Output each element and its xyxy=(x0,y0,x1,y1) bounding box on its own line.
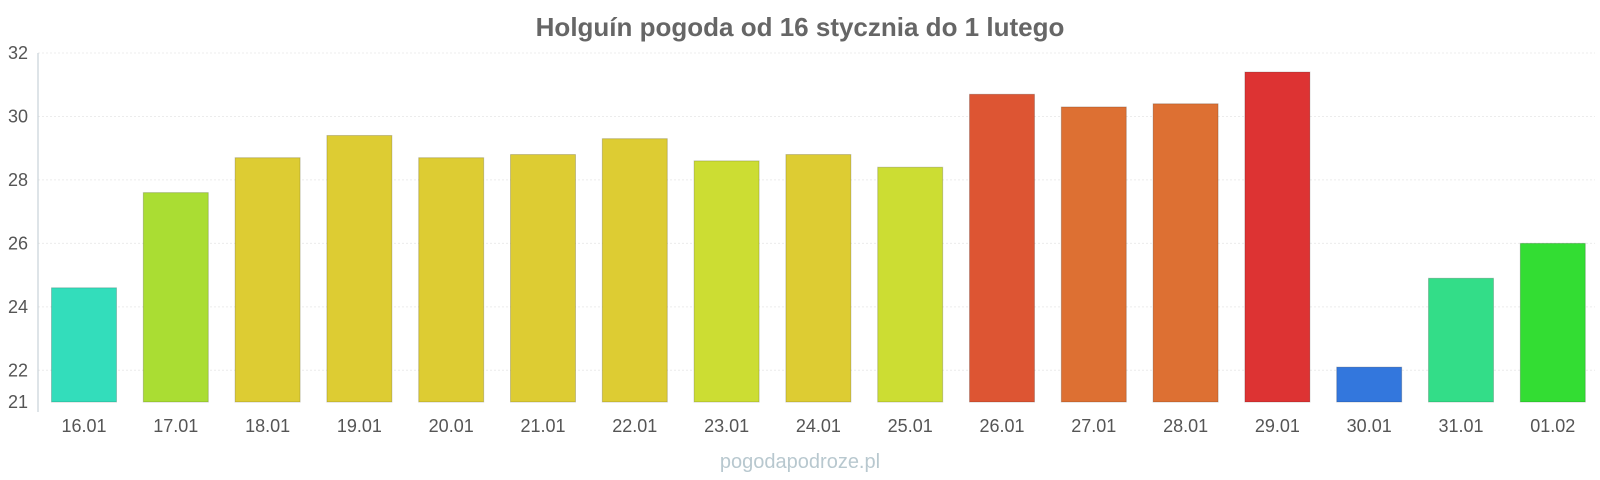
x-tick-label: 21.01 xyxy=(520,416,565,436)
x-tick-label: 19.01 xyxy=(337,416,382,436)
y-axis-ticks: 21 22 24 26 28 30 32 xyxy=(8,43,28,412)
x-tick-label: 22.01 xyxy=(612,416,657,436)
y-tick-label: 24 xyxy=(8,297,28,317)
bar-17.01 xyxy=(142,192,209,403)
bar-25.01 xyxy=(877,166,944,403)
x-tick-label: 26.01 xyxy=(979,416,1024,436)
x-tick-label: 27.01 xyxy=(1071,416,1116,436)
bar-31.01 xyxy=(1428,277,1494,403)
bar-20.01 xyxy=(418,157,485,403)
x-tick-label: 18.01 xyxy=(245,416,290,436)
grid-lines xyxy=(38,52,1595,371)
x-tick-label: 16.01 xyxy=(61,416,106,436)
x-tick-label: 23.01 xyxy=(704,416,749,436)
x-tick-label: 20.01 xyxy=(429,416,474,436)
bar-21.01 xyxy=(510,154,576,403)
bar-30.01 xyxy=(1336,366,1403,403)
x-tick-label: 31.01 xyxy=(1438,416,1483,436)
bars xyxy=(51,71,1586,403)
y-tick-label: 30 xyxy=(8,106,28,126)
y-tick-label: 28 xyxy=(8,170,28,190)
y-tick-label: 26 xyxy=(8,233,28,253)
x-tick-label: 28.01 xyxy=(1163,416,1208,436)
bar-22.01 xyxy=(601,138,668,403)
y-tick-label: 32 xyxy=(8,43,28,63)
y-tick-label: 21 xyxy=(8,392,28,412)
watermark: pogodapodroze.pl xyxy=(720,451,880,473)
bar-26.01 xyxy=(969,93,1035,403)
y-tick-label: 22 xyxy=(8,360,28,380)
x-tick-label: 24.01 xyxy=(796,416,841,436)
x-tick-label: 30.01 xyxy=(1347,416,1392,436)
bar-01.02 xyxy=(1519,242,1586,403)
chart-title: Holguín pogoda od 16 stycznia do 1 luteg… xyxy=(536,12,1065,42)
x-tick-label: 25.01 xyxy=(888,416,933,436)
x-tick-label: 17.01 xyxy=(153,416,198,436)
x-tick-label: 29.01 xyxy=(1255,416,1300,436)
bar-16.01 xyxy=(51,287,117,403)
bar-27.01 xyxy=(1060,106,1127,403)
bar-29.01 xyxy=(1244,71,1311,403)
bar-24.01 xyxy=(785,154,852,403)
bar-19.01 xyxy=(326,134,393,403)
x-axis-ticks: 16.01 17.01 18.01 19.01 20.01 21.01 22.01 23.01… xyxy=(61,416,1575,436)
bar-28.01 xyxy=(1152,103,1219,403)
x-tick-label: 01.02 xyxy=(1530,416,1575,436)
bar-23.01 xyxy=(693,160,760,403)
bar-18.01 xyxy=(234,157,301,403)
